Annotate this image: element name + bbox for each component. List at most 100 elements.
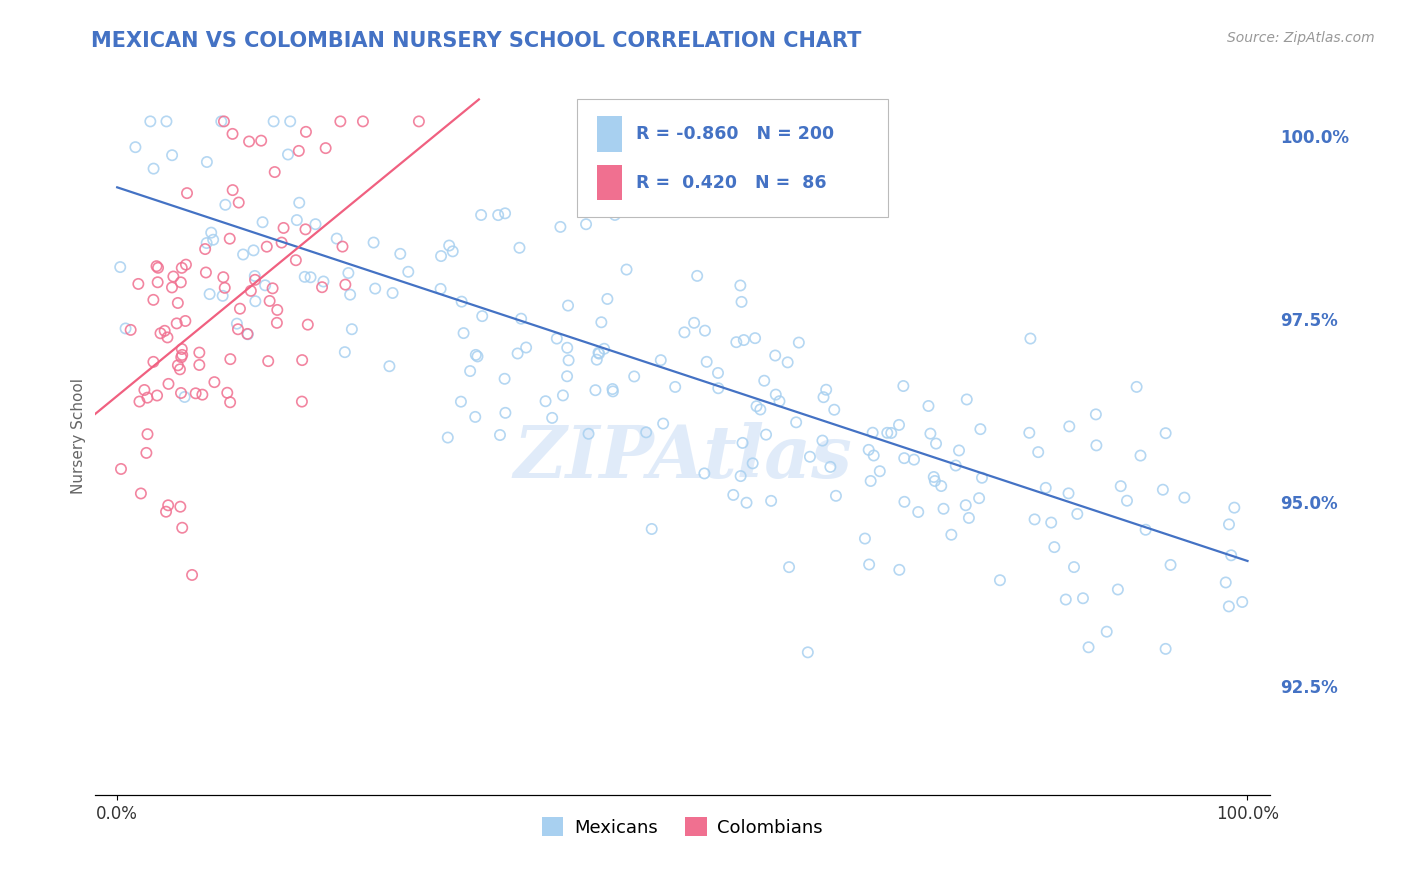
Point: [232, 247, 254, 261]
Point: [744, 331, 766, 345]
Text: MEXICAN VS COLOMBIAN NURSERY SCHOOL CORRELATION CHART: MEXICAN VS COLOMBIAN NURSERY SCHOOL CORR…: [91, 31, 862, 51]
Point: [273, 221, 295, 235]
Point: [1054, 592, 1077, 607]
Point: [859, 474, 882, 488]
Point: [929, 479, 952, 493]
Point: [389, 247, 412, 261]
Point: [891, 379, 914, 393]
Point: [254, 278, 277, 293]
Point: [494, 372, 516, 386]
Point: [214, 281, 236, 295]
Point: [494, 406, 516, 420]
Point: [755, 427, 778, 442]
Point: [591, 315, 613, 329]
Point: [312, 275, 335, 289]
Point: [250, 134, 273, 148]
Point: [352, 114, 374, 128]
Point: [1043, 540, 1066, 554]
Point: [893, 451, 915, 466]
Point: [730, 278, 752, 293]
Point: [1040, 516, 1063, 530]
Point: [853, 532, 876, 546]
Point: [194, 242, 217, 256]
Point: [252, 215, 274, 229]
Point: [146, 388, 169, 402]
Point: [486, 208, 509, 222]
Point: [741, 456, 763, 470]
Point: [583, 383, 606, 397]
Point: [768, 394, 790, 409]
Point: [917, 399, 939, 413]
Point: [858, 558, 880, 572]
Point: [127, 277, 149, 291]
Point: [1077, 640, 1099, 655]
Point: [924, 474, 946, 488]
Point: [243, 273, 266, 287]
Point: [153, 324, 176, 338]
Point: [136, 391, 159, 405]
Point: [167, 359, 190, 373]
Point: [291, 353, 314, 368]
Point: [381, 285, 404, 300]
Point: [988, 573, 1011, 587]
Point: [157, 498, 180, 512]
Point: [200, 226, 222, 240]
Text: ZIPAtlas: ZIPAtlas: [513, 423, 852, 493]
Point: [1085, 438, 1108, 452]
Point: [733, 333, 755, 347]
Point: [1116, 493, 1139, 508]
Point: [969, 422, 991, 436]
Point: [170, 260, 193, 275]
Point: [209, 114, 232, 128]
Point: [396, 265, 419, 279]
Text: Source: ZipAtlas.com: Source: ZipAtlas.com: [1227, 31, 1375, 45]
Point: [869, 464, 891, 478]
Point: [277, 147, 299, 161]
Point: [156, 330, 179, 344]
Point: [325, 231, 347, 245]
Point: [557, 353, 579, 368]
Point: [128, 394, 150, 409]
Point: [862, 449, 884, 463]
Point: [142, 161, 165, 176]
Point: [243, 268, 266, 283]
Point: [194, 265, 217, 279]
Point: [1095, 624, 1118, 639]
Point: [623, 369, 645, 384]
Point: [813, 390, 835, 404]
Point: [142, 293, 165, 307]
Point: [110, 260, 132, 274]
Point: [408, 114, 430, 128]
Point: [602, 382, 624, 396]
Point: [236, 326, 259, 341]
Point: [202, 375, 225, 389]
Point: [1223, 500, 1246, 515]
Point: [1173, 491, 1195, 505]
Point: [288, 195, 311, 210]
Point: [134, 383, 156, 397]
Point: [920, 426, 942, 441]
Point: [925, 436, 948, 450]
Point: [166, 296, 188, 310]
Point: [458, 364, 481, 378]
Point: [162, 269, 184, 284]
Point: [221, 183, 243, 197]
Point: [295, 125, 318, 139]
Y-axis label: Nursery School: Nursery School: [72, 378, 86, 494]
Point: [1220, 549, 1243, 563]
Text: R =  0.420   N =  86: R = 0.420 N = 86: [637, 174, 827, 192]
Point: [257, 354, 280, 368]
Point: [157, 376, 180, 391]
Point: [378, 359, 401, 374]
Point: [541, 410, 564, 425]
Point: [588, 346, 610, 360]
Point: [723, 488, 745, 502]
Point: [1154, 641, 1177, 656]
Point: [214, 198, 236, 212]
Point: [363, 235, 385, 250]
Point: [225, 317, 247, 331]
Point: [749, 402, 772, 417]
Point: [218, 232, 240, 246]
Point: [239, 284, 262, 298]
Point: [139, 114, 162, 128]
